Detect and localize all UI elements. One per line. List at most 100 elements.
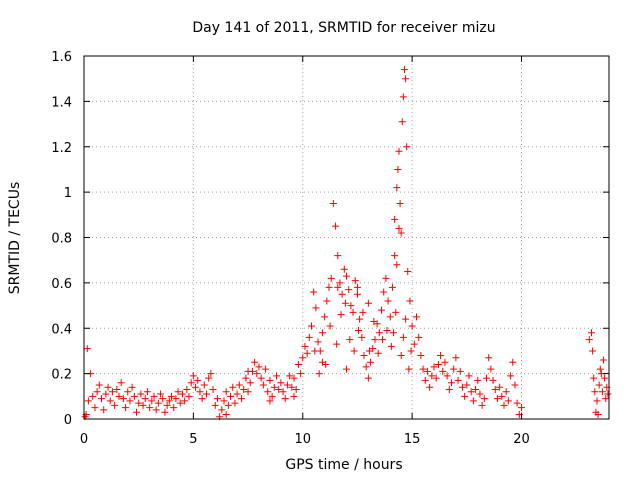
data-point — [290, 392, 298, 400]
data-point — [353, 290, 361, 298]
data-point — [264, 388, 272, 396]
data-point — [596, 365, 604, 373]
data-point — [222, 388, 230, 396]
x-tick-label: 20 — [513, 432, 530, 447]
data-point — [399, 93, 407, 101]
data-point — [341, 299, 349, 307]
data-point — [448, 379, 455, 387]
data-point — [91, 404, 99, 412]
data-point — [141, 395, 149, 403]
data-point — [337, 311, 345, 319]
data-point — [463, 381, 471, 389]
data-point — [89, 392, 97, 400]
data-point — [266, 397, 274, 405]
data-point — [437, 351, 445, 359]
data-point — [491, 386, 499, 394]
data-point — [394, 165, 402, 173]
x-tick-label: 0 — [80, 432, 88, 447]
y-tick-label: 1.6 — [51, 50, 72, 65]
data-point — [439, 367, 447, 375]
data-point — [251, 358, 259, 366]
data-point — [358, 333, 366, 341]
data-point — [386, 313, 394, 321]
data-point — [419, 365, 427, 373]
data-point — [178, 390, 186, 398]
data-point — [356, 315, 364, 323]
data-point — [602, 395, 610, 403]
data-point — [321, 313, 329, 321]
data-point — [500, 401, 508, 409]
data-point — [343, 272, 350, 280]
data-point — [403, 143, 411, 151]
data-point — [371, 336, 379, 344]
data-point — [498, 392, 506, 400]
data-point — [359, 308, 367, 316]
data-point — [338, 290, 346, 298]
data-point — [410, 340, 418, 348]
data-point — [349, 308, 357, 316]
data-point — [350, 347, 358, 355]
grid — [84, 56, 609, 419]
data-point — [174, 388, 182, 396]
y-tick-label: 0.6 — [51, 277, 72, 292]
data-point — [391, 252, 399, 260]
data-point — [122, 404, 130, 412]
data-point — [421, 376, 429, 384]
data-point — [332, 222, 340, 230]
data-point — [231, 399, 239, 407]
data-point — [286, 372, 294, 380]
data-point — [310, 288, 318, 296]
data-point — [465, 372, 473, 380]
data-point — [161, 408, 169, 416]
data-point — [244, 367, 252, 375]
data-point — [334, 283, 342, 291]
data-point — [83, 345, 91, 353]
data-point — [192, 383, 200, 391]
data-point — [318, 329, 326, 337]
data-point — [283, 381, 291, 389]
data-point — [333, 340, 341, 348]
data-point — [380, 288, 388, 296]
y-tick-label: 1.2 — [51, 141, 72, 156]
data-point — [594, 410, 602, 418]
data-point — [279, 388, 287, 396]
x-axis-label: GPS time / hours — [285, 457, 402, 473]
y-tick-label: 0.4 — [51, 322, 72, 337]
data-point — [387, 342, 395, 350]
data-point — [106, 397, 114, 405]
data-point — [598, 388, 606, 396]
data-point — [375, 329, 383, 337]
data-point — [472, 386, 480, 394]
data-point — [314, 338, 322, 346]
data-point — [98, 395, 105, 403]
data-point — [379, 336, 387, 344]
x-tick-label: 10 — [294, 432, 311, 447]
data-point — [415, 333, 423, 341]
data-point — [483, 374, 490, 382]
data-point — [133, 408, 140, 416]
data-point — [224, 401, 232, 409]
data-point — [222, 410, 230, 418]
data-point — [407, 347, 415, 355]
data-point — [102, 390, 110, 398]
data-point — [235, 381, 243, 389]
data-point — [430, 363, 438, 371]
data-point — [353, 283, 361, 291]
data-point — [185, 392, 193, 400]
data-point — [334, 252, 342, 260]
data-point — [423, 367, 431, 375]
y-tick-label: 0.2 — [51, 368, 72, 383]
data-point — [194, 376, 202, 384]
data-point — [469, 397, 477, 405]
data-point — [119, 395, 127, 403]
data-point — [262, 365, 270, 373]
data-point — [165, 397, 173, 405]
data-point — [489, 376, 497, 384]
x-tick-label: 5 — [189, 432, 197, 447]
data-point — [150, 392, 158, 400]
data-point — [504, 397, 512, 405]
data-point — [143, 388, 151, 396]
data-point — [384, 297, 392, 305]
data-point — [374, 349, 382, 357]
data-point — [351, 277, 359, 285]
